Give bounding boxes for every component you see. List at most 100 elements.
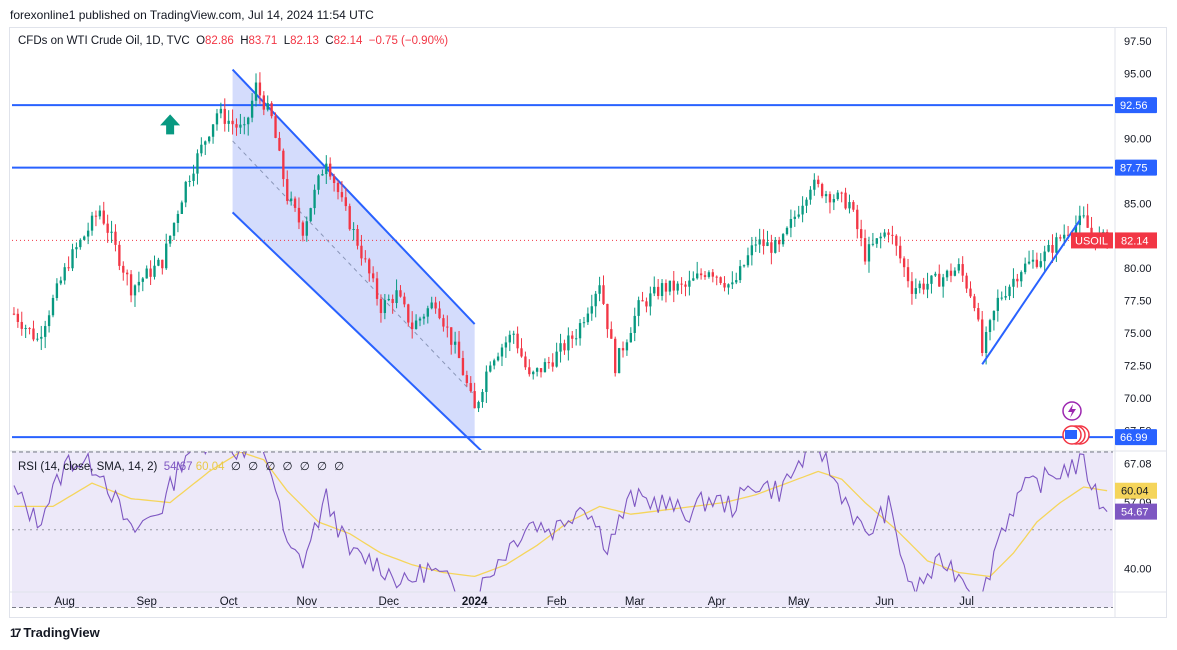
candle[interactable] [336, 182, 340, 193]
candle[interactable] [1059, 237, 1062, 239]
candle[interactable] [551, 362, 554, 367]
candle[interactable] [258, 82, 262, 96]
candle[interactable] [40, 336, 43, 339]
candle[interactable] [914, 288, 918, 294]
candle[interactable] [79, 239, 82, 248]
candle[interactable] [137, 281, 141, 286]
candle[interactable] [656, 286, 660, 296]
candle[interactable] [696, 273, 699, 279]
candle[interactable] [625, 342, 629, 351]
candle[interactable] [473, 391, 476, 409]
candle[interactable] [129, 274, 133, 296]
candle[interactable] [266, 103, 269, 110]
candle[interactable] [930, 275, 933, 284]
candle[interactable] [871, 243, 875, 245]
candle[interactable] [375, 278, 379, 299]
candle[interactable] [1020, 272, 1023, 282]
candle[interactable] [516, 333, 519, 349]
candle[interactable] [621, 348, 625, 351]
candle[interactable] [496, 356, 500, 361]
candle[interactable] [817, 179, 820, 185]
candle[interactable] [102, 210, 105, 224]
candle[interactable] [329, 163, 332, 177]
candle[interactable] [891, 234, 894, 236]
candle[interactable] [149, 268, 152, 277]
candle[interactable] [32, 328, 35, 340]
candle[interactable] [274, 116, 277, 138]
candle[interactable] [762, 239, 765, 247]
candle[interactable] [703, 275, 707, 277]
candle[interactable] [122, 265, 125, 273]
candle[interactable] [645, 301, 648, 307]
candle[interactable] [684, 284, 687, 287]
candle[interactable] [941, 277, 945, 287]
candle[interactable] [770, 242, 773, 253]
candle[interactable] [793, 216, 796, 220]
candle[interactable] [1051, 244, 1054, 253]
candle[interactable] [961, 264, 964, 276]
candle[interactable] [196, 153, 199, 174]
candle[interactable] [918, 283, 921, 289]
candle[interactable] [860, 229, 863, 239]
candle[interactable] [282, 150, 285, 180]
candle[interactable] [738, 266, 742, 281]
candle[interactable] [297, 207, 301, 223]
candle[interactable] [567, 335, 570, 351]
candle[interactable] [789, 219, 793, 228]
candle[interactable] [805, 199, 808, 206]
candle[interactable] [727, 284, 730, 288]
candle[interactable] [24, 328, 27, 330]
candle[interactable] [945, 270, 949, 278]
candle[interactable] [227, 120, 230, 124]
candle[interactable] [94, 215, 98, 217]
candle[interactable] [504, 342, 508, 348]
candle[interactable] [371, 273, 375, 279]
candle[interactable] [723, 282, 726, 288]
candle[interactable] [387, 298, 390, 301]
candle[interactable] [981, 319, 984, 353]
candle[interactable] [1023, 263, 1027, 273]
candle[interactable] [766, 242, 769, 247]
candle[interactable] [168, 235, 172, 244]
candle[interactable] [664, 283, 668, 292]
candle[interactable] [848, 202, 851, 209]
price-pane[interactable] [12, 68, 1113, 474]
candle[interactable] [301, 222, 305, 236]
candle[interactable] [200, 144, 203, 154]
candle[interactable] [832, 199, 836, 203]
candle[interactable] [215, 113, 219, 125]
candle[interactable] [313, 189, 316, 209]
candle[interactable] [899, 245, 902, 259]
candle[interactable] [824, 194, 828, 197]
level-label-box[interactable] [1115, 97, 1157, 114]
candle[interactable] [711, 272, 714, 277]
candle[interactable] [114, 231, 117, 245]
candle[interactable] [325, 163, 328, 175]
rsi-line[interactable] [13, 425, 1108, 606]
candle[interactable] [383, 300, 387, 314]
candle[interactable] [586, 313, 590, 323]
candle[interactable] [293, 198, 297, 208]
candle[interactable] [75, 247, 78, 250]
level-label-box[interactable] [1115, 159, 1157, 176]
candle[interactable] [243, 124, 246, 126]
candle[interactable] [44, 326, 47, 337]
candle[interactable] [51, 297, 55, 316]
candle[interactable] [563, 343, 566, 351]
candle[interactable] [247, 117, 250, 125]
candle[interactable] [98, 210, 102, 217]
candle[interactable] [442, 318, 445, 327]
candle[interactable] [493, 360, 496, 366]
candle[interactable] [512, 333, 515, 335]
candle[interactable] [207, 136, 211, 142]
candle[interactable] [414, 320, 418, 330]
candle[interactable] [883, 232, 886, 237]
candle[interactable] [461, 358, 465, 376]
candle[interactable] [863, 238, 867, 262]
candle[interactable] [465, 375, 469, 384]
candle[interactable] [141, 278, 144, 282]
candle[interactable] [469, 383, 472, 392]
candle[interactable] [321, 174, 324, 176]
candle[interactable] [430, 302, 433, 309]
candle[interactable] [977, 308, 980, 320]
